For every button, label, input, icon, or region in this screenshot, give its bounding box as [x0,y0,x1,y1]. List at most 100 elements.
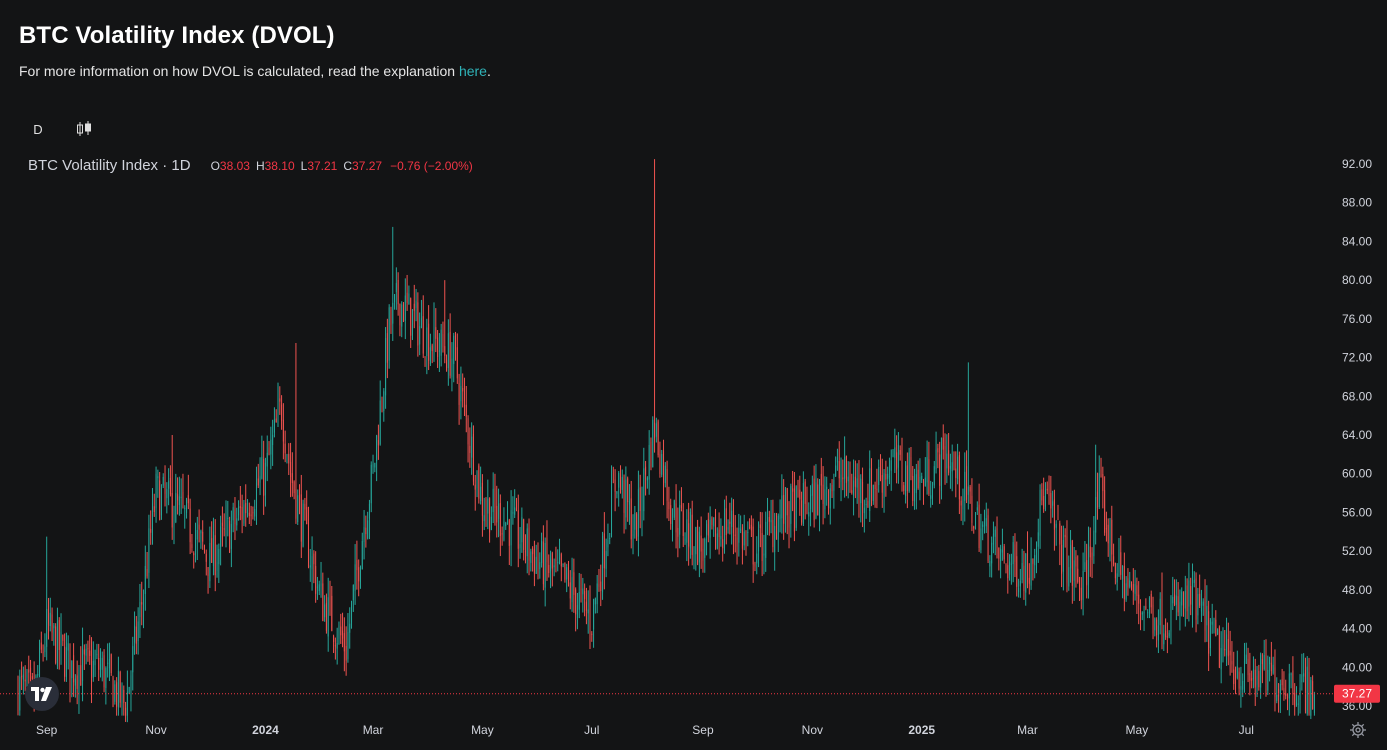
candle-body [831,484,833,492]
candle-body [888,476,890,478]
candle-body [611,484,613,537]
candle-body [1012,542,1014,565]
candle-body [1313,693,1315,713]
candle-body [155,473,157,509]
candle-body [926,457,928,483]
candle-body [327,597,329,637]
candle-body [752,526,754,565]
candle-body [193,553,195,556]
candle-body [99,664,101,670]
candle-body [1062,539,1064,572]
candle-body [478,465,480,499]
x-tick-label: May [1126,723,1149,737]
candle-body [1297,703,1299,705]
candle-body [564,562,566,580]
candle-body [1122,565,1124,580]
candle-body [1183,592,1185,606]
candle-body [666,469,668,501]
candle-body [1195,578,1197,620]
tradingview-logo[interactable] [25,677,59,711]
x-tick-label: Mar [1017,723,1038,737]
candle-body [1294,692,1296,708]
candle-body [325,602,327,631]
candle-body [498,503,500,519]
candle-body [702,548,704,562]
candle-body [688,523,690,547]
candle-body [171,493,173,528]
candle-body [587,609,589,614]
candle-body [286,455,288,457]
candle-body [1281,679,1283,686]
candle-body [923,480,925,492]
candle-body [216,561,218,571]
subtitle-text: For more information on how DVOL is calc… [19,63,459,79]
candle-body [1170,606,1172,632]
candle-body [440,329,442,356]
candle-body [1233,669,1235,685]
candle-body [659,454,661,474]
candle-body [30,667,32,675]
candle-body [865,504,867,506]
candle-body [957,456,959,479]
candle-body [481,482,483,516]
interval-button[interactable]: D [33,121,43,137]
candle-body [496,505,498,523]
candle-body [1116,573,1118,583]
candle-body [132,646,134,673]
candle-body [881,475,883,493]
gear-icon[interactable] [1349,721,1367,739]
candle-body [668,501,670,510]
candle-body [465,404,467,417]
candle-body [1217,629,1219,635]
candle-body [385,338,387,396]
y-tick-label: 76.00 [1342,312,1372,326]
candle-body [417,302,419,346]
candle-body [1127,578,1129,588]
candle-body [480,486,482,502]
candle-body [422,316,424,354]
candle-body [487,498,489,514]
candle-body [849,475,851,493]
candle-body [949,465,951,469]
candle-body [1163,633,1165,645]
candle-body [827,490,829,508]
candle-body [191,544,193,548]
candle-body [499,503,501,537]
candlestick-chart[interactable]: 36.0040.0044.0048.0052.0056.0060.0064.00… [0,150,1387,750]
candle-body [367,520,369,539]
candle-body [234,508,236,525]
candle-body [1141,612,1143,615]
candle-body [1039,489,1041,536]
candle-body [1003,546,1005,560]
candle-body [1238,671,1240,689]
candle-body [198,524,200,530]
candle-body [347,632,349,659]
candle-body [230,523,232,549]
candle-body [196,529,198,540]
explanation-link[interactable]: here [458,63,487,79]
candle-body [736,537,738,547]
candle-body [1027,550,1029,583]
candle-body [535,556,537,574]
candle-body [130,675,132,692]
candle-body [580,588,582,591]
candle-body [205,553,207,562]
candle-body [264,462,266,496]
y-tick-label: 40.00 [1342,660,1372,674]
candle-body [673,500,675,518]
candle-body [476,470,478,489]
candle-body [806,502,808,513]
candle-body [254,509,256,517]
candle-body [566,567,568,580]
candle-body [453,335,455,364]
x-tick-label: Sep [36,723,58,737]
candle-body [1247,659,1249,676]
y-tick-label: 68.00 [1342,389,1372,403]
candle-body [847,476,849,482]
candle-body [40,642,42,650]
candle-body [811,483,813,496]
candlestick-icon[interactable] [68,116,100,142]
candle-body [395,283,397,293]
candle-body [1043,496,1045,509]
candle-body [680,505,682,509]
